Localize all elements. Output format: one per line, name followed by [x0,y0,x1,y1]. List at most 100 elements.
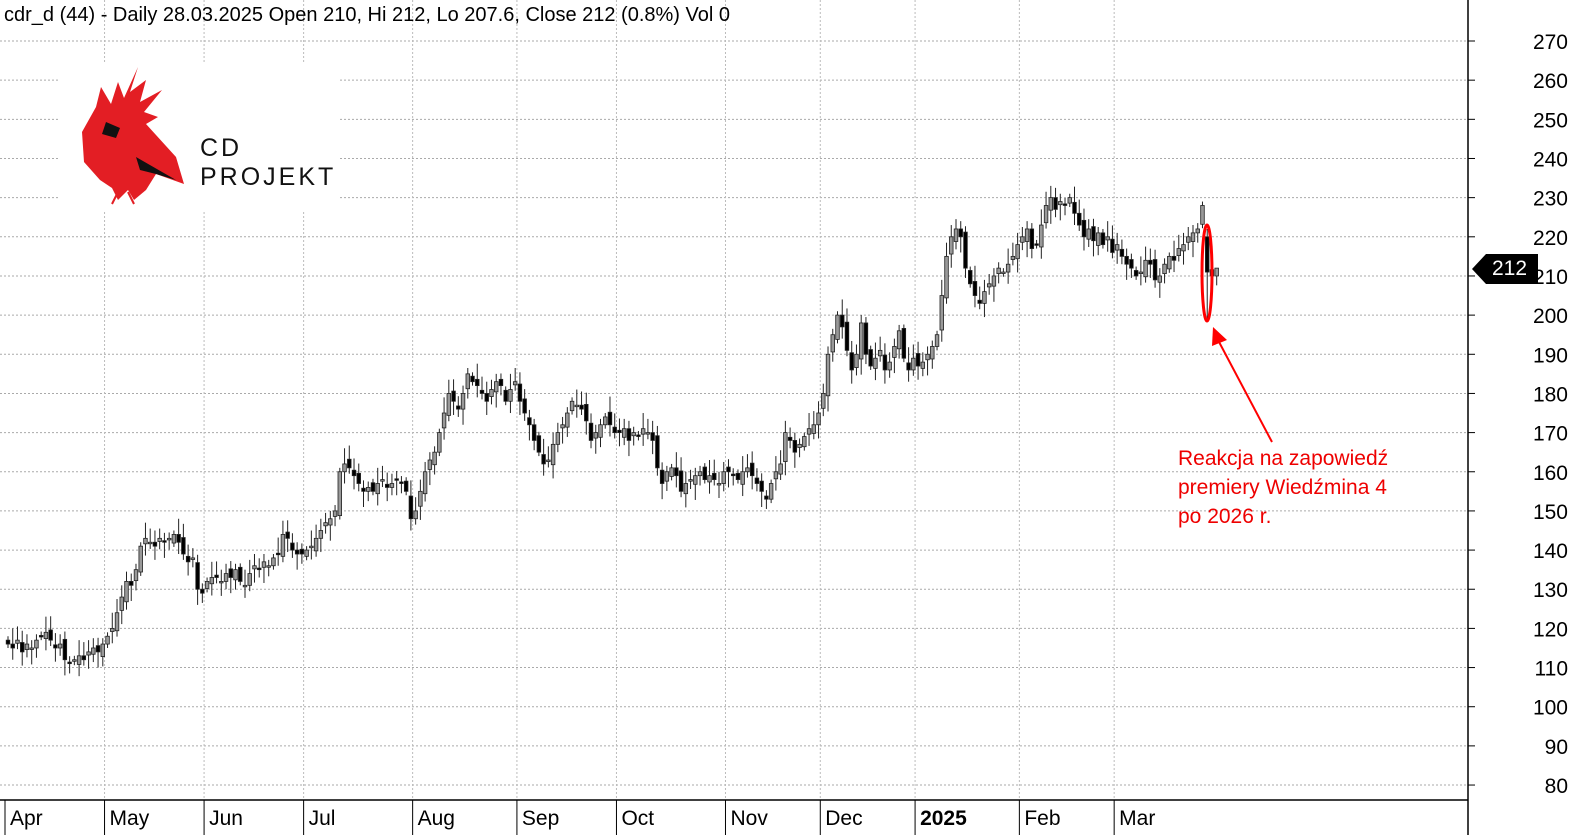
candle-body [1124,255,1129,265]
candle-body [328,518,333,526]
candle-body [911,357,916,371]
candle-body [1024,228,1030,242]
candle-body [1119,248,1125,257]
candle-body [972,281,978,296]
candle-body [1190,232,1196,242]
candle-body [129,581,134,586]
candle-body [503,389,508,402]
candle-body [176,534,181,543]
candle-body [527,417,532,426]
candle-body [489,389,494,397]
candle-body [1091,226,1096,242]
candle-body [840,314,845,328]
candle-body [906,362,911,371]
candle-body [574,404,579,408]
candle-body [233,569,238,581]
candle-body [209,577,215,585]
candle-body [81,655,87,661]
candle-body [494,381,499,393]
annotation-text: Reakcja na zapowiedź premiery Wiedźmina … [1178,444,1388,531]
candle-body [252,565,257,570]
candle-body [1200,205,1205,225]
candle-body [43,631,49,639]
candle-body [190,557,196,560]
candle-body [584,404,589,422]
candle-body [408,495,414,520]
y-tick-label: 150 [1533,501,1568,524]
x-tick-label: Feb [1024,807,1060,830]
candle-body [446,393,452,416]
candle-body [1167,255,1172,270]
candle-body [110,628,115,632]
candle-body [304,549,309,557]
candle-body [806,428,812,435]
candle-body [1148,259,1153,265]
candle-body [1010,255,1016,260]
candle-body [740,471,745,485]
candle-body [1034,243,1039,246]
candle-body [531,424,537,441]
candle-body [143,537,148,545]
y-tick-label: 250 [1533,109,1568,132]
candle-body [1162,263,1167,275]
candle-body [569,400,575,412]
y-tick-label: 220 [1533,227,1568,250]
candle-body [1005,263,1011,273]
y-tick-label: 160 [1533,462,1568,485]
candle-body [299,548,305,555]
candle-body [674,467,679,477]
candle-body [825,353,831,397]
candle-body [541,454,546,465]
candle-body [816,412,821,426]
candle-body [773,471,779,480]
x-tick-label: Apr [10,807,43,830]
candle-body [678,470,684,492]
candle-body [1077,212,1082,226]
candle-body [1058,201,1063,206]
candle-body [555,432,561,445]
candle-body [669,467,674,477]
candle-body [67,661,72,665]
candle-body [735,472,741,480]
x-tick-label: Dec [825,807,862,830]
candle-body [361,487,366,492]
candle-body [294,549,300,555]
candle-body [375,483,380,495]
candle-body [607,411,613,426]
candle-body [1081,219,1087,238]
candle-body [982,291,987,304]
candle-body [95,645,101,653]
candle-body [62,638,68,661]
candle-body [465,373,470,390]
candle-body [337,471,342,517]
candle-body [323,522,328,527]
candle-body [1214,267,1219,277]
candle-body [261,561,267,568]
candle-body [702,466,707,480]
candle-body [1195,228,1200,234]
x-axis: Apr May Jun Jul Aug Sep Oct Nov Dec 2025 Feb Mar [0,799,1468,835]
candle-body [147,541,153,545]
candle-body [859,322,864,360]
candle-body [645,432,651,435]
y-tick-label: 260 [1533,70,1568,93]
y-tick-label: 100 [1533,697,1568,720]
candle-body [802,436,807,448]
candle-body [1181,244,1186,252]
candle-body [427,459,433,470]
annotation-line: Reakcja na zapowiedź [1178,447,1389,470]
candle-body [1001,271,1006,274]
candle-body [1062,203,1068,206]
candle-body [721,471,726,484]
candle-body [247,573,252,586]
candle-body [394,478,399,481]
candle-body [34,639,39,649]
candle-body [598,424,603,438]
candle-body [655,435,660,469]
candle-body [745,467,750,473]
candle-body [873,357,878,369]
candle-body [399,481,404,484]
candle-body [707,475,712,483]
candle-body [48,629,53,641]
candle-body [437,432,442,453]
